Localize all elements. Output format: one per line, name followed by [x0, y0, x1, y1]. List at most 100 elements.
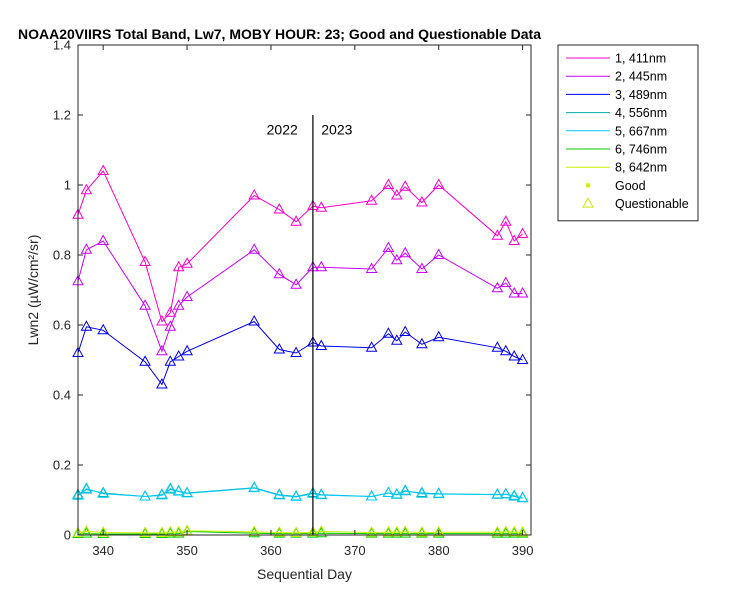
data-point — [248, 243, 261, 254]
data-point — [156, 314, 168, 326]
legend-entry-label: 1, 411nm — [615, 52, 666, 66]
data-point — [315, 488, 328, 500]
data-point — [164, 320, 177, 331]
data-point — [156, 488, 168, 500]
data-point — [390, 188, 403, 200]
data-point — [516, 525, 529, 537]
data-point — [382, 486, 395, 497]
y-tick-label: 1.2 — [53, 108, 71, 123]
series-line-5 — [77, 487, 523, 499]
data-point — [172, 299, 185, 310]
legend-entry-label: 5, 667nm — [615, 124, 667, 138]
data-point — [72, 526, 84, 537]
chart-title: NOAA20VIIRS Total Band, Lw7, MOBY HOUR: … — [18, 26, 541, 42]
data-point — [416, 195, 428, 207]
year-annotation: 2023 — [321, 121, 352, 137]
legend-entry-label: Questionable — [615, 197, 689, 211]
y-tick-label: 0.8 — [53, 248, 71, 263]
data-point — [172, 260, 185, 272]
data-point — [156, 377, 168, 389]
data-point — [139, 526, 151, 537]
series-line-3 — [77, 320, 523, 386]
data-point — [172, 525, 185, 537]
data-point — [399, 484, 412, 495]
data-point — [491, 487, 504, 499]
data-point — [248, 481, 261, 493]
data-point — [97, 164, 110, 175]
data-point — [80, 320, 93, 331]
data-point — [290, 346, 302, 357]
x-tick-label: 360 — [260, 543, 282, 558]
legend: 1, 411nm 2, 445nm 3, 489nm 4, 556nm 5, 667nm… — [557, 44, 699, 222]
data-point — [156, 344, 168, 356]
data-point — [382, 327, 395, 338]
data-point — [499, 487, 512, 499]
y-tick-label: 0.4 — [53, 388, 71, 403]
legend-entry-label: Good — [615, 179, 646, 193]
x-tick-label: 340 — [92, 543, 114, 558]
data-point — [516, 286, 529, 298]
data-point — [399, 246, 412, 258]
data-point — [399, 325, 412, 336]
data-point — [290, 278, 302, 289]
data-point — [382, 525, 395, 537]
data-point — [290, 526, 302, 537]
data-point — [139, 355, 151, 366]
y-axis-label: Lwn2 (µW/cm²/sr) — [25, 235, 41, 346]
data-point — [80, 482, 93, 493]
legend-entry-label: 2, 445nm — [615, 70, 667, 84]
data-point — [365, 262, 378, 273]
data-point — [432, 525, 445, 537]
data-point — [80, 527, 93, 538]
data-point — [248, 314, 261, 326]
data-point — [97, 234, 110, 245]
data-point — [164, 482, 177, 493]
data-point — [390, 487, 403, 499]
data-point — [382, 241, 395, 252]
data-point — [273, 202, 286, 214]
questionable-marker-icon — [582, 197, 594, 208]
data-point — [432, 248, 445, 259]
data-point — [307, 525, 319, 537]
y-tick-label: 0 — [64, 528, 71, 543]
data-point — [139, 489, 151, 501]
data-point — [315, 260, 328, 272]
x-tick-label: 380 — [428, 543, 450, 558]
data-point — [315, 201, 328, 212]
data-point — [508, 525, 521, 537]
data-point — [365, 194, 378, 205]
data-point — [97, 487, 110, 498]
data-point — [390, 525, 403, 537]
data-point — [164, 306, 177, 317]
data-point — [164, 525, 177, 537]
data-point — [181, 290, 193, 301]
y-tick-label: 1 — [64, 178, 71, 193]
plot-area — [77, 44, 532, 536]
x-tick-label: 390 — [512, 543, 534, 558]
series-line-1 — [77, 170, 523, 323]
data-point — [516, 227, 529, 238]
data-point — [365, 341, 378, 352]
data-point — [491, 281, 504, 293]
data-point — [516, 491, 529, 502]
data-point — [139, 255, 151, 266]
data-point — [399, 527, 412, 538]
data-point — [248, 481, 261, 492]
data-point — [432, 330, 445, 342]
y-tick-label: 1.4 — [53, 38, 71, 53]
data-point — [508, 234, 521, 245]
data-point — [499, 344, 512, 356]
data-point — [164, 355, 177, 366]
data-point — [315, 526, 328, 538]
data-point — [156, 526, 168, 537]
data-point — [508, 489, 521, 500]
data-point — [499, 276, 512, 287]
data-point — [499, 527, 512, 538]
data-point — [432, 487, 445, 499]
data-point — [390, 334, 403, 345]
data-point — [416, 487, 428, 498]
legend-entry-label: 6, 746nm — [615, 143, 667, 157]
data-point — [72, 527, 84, 538]
data-point — [273, 488, 286, 500]
